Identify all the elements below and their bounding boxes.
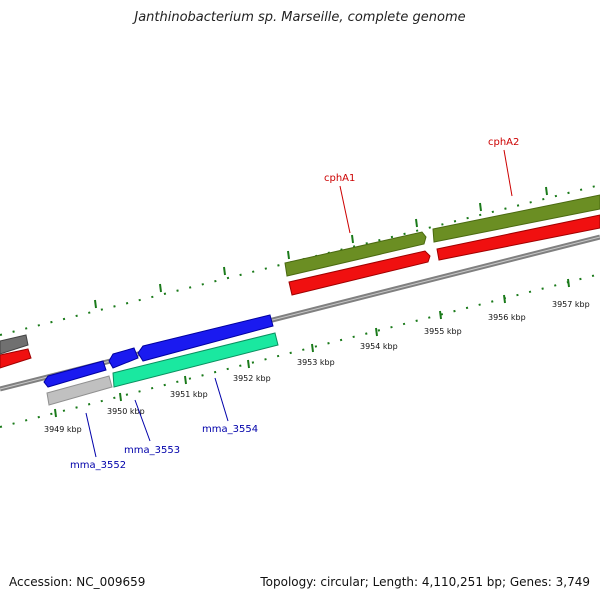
gene-mma_3552-forward: [43, 360, 107, 388]
inner-tick-dots: [0, 273, 600, 428]
gene-label-leaders: [85, 149, 513, 458]
gene-labels: mma_3552 mma_3553 mma_3554 cphA1 cphA2: [70, 137, 519, 471]
genome-summary-text: Topology: circular; Length: 4,110,251 bp…: [260, 575, 590, 589]
grey-feature-left: [0, 334, 29, 355]
gene-label-mma_3554: mma_3554: [202, 424, 258, 435]
inner-major-ticks: [54, 278, 570, 418]
inner-tick-ring: [0, 273, 600, 428]
red-features: [0, 214, 600, 369]
kbp-label-3956: 3956 kbp: [488, 313, 526, 322]
kbp-label-3957: 3957 kbp: [552, 300, 590, 309]
kbp-label-3953: 3953 kbp: [297, 358, 335, 367]
gene-mma_3553: [108, 347, 139, 369]
gene-reverse-teal: [112, 332, 279, 388]
outer-major-ticks: [94, 186, 548, 309]
red-feature-1: [288, 250, 431, 296]
kbp-label-3949: 3949 kbp: [44, 425, 82, 434]
cph-genes: [284, 194, 600, 277]
kbp-label-3950: 3950 kbp: [107, 407, 145, 416]
gene-mma_3554: [137, 314, 274, 362]
kbp-label-3952: 3952 kbp: [233, 374, 271, 383]
gene-label-cphA2: cphA2: [488, 137, 519, 148]
kbp-label-3955: 3955 kbp: [424, 327, 462, 336]
red-feature-2: [436, 214, 600, 261]
accession-text: Accession: NC_009659: [9, 575, 146, 589]
kbp-label-3954: 3954 kbp: [360, 342, 398, 351]
kbp-labels: 3949 kbp 3950 kbp 3951 kbp 3952 kbp 3953…: [44, 300, 590, 434]
gene-cphA1: [284, 231, 427, 277]
gene-label-mma_3552: mma_3552: [70, 460, 126, 471]
map-title: Janthinobacterium sp. Marseille, complet…: [134, 10, 466, 25]
gene-label-mma_3553: mma_3553: [124, 445, 180, 456]
gene-mma_3552: [46, 375, 113, 406]
red-feature-left: [0, 348, 32, 369]
reverse-cds: [46, 332, 279, 406]
forward-cds: [43, 314, 274, 388]
gene-label-cphA1: cphA1: [324, 173, 355, 184]
kbp-label-3951: 3951 kbp: [170, 390, 208, 399]
gene-cphA2: [432, 194, 600, 243]
